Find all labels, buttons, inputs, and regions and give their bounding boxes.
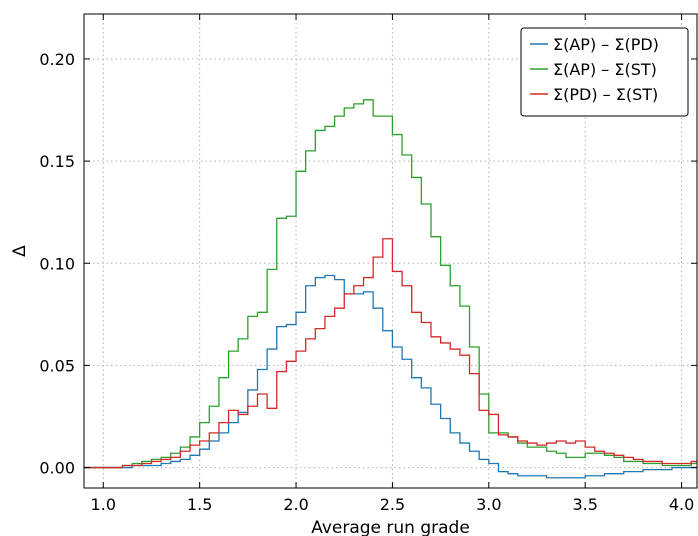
legend-box bbox=[520, 27, 689, 117]
x-axis-label: Average run grade bbox=[311, 518, 470, 536]
grid-lines bbox=[84, 14, 697, 488]
x-tick-label: 1.5 bbox=[187, 495, 212, 514]
x-tick-label: 1.0 bbox=[91, 495, 116, 514]
axis-ticks bbox=[84, 14, 697, 488]
series-line-3 bbox=[84, 238, 697, 469]
y-axis-label: Δ bbox=[10, 245, 30, 257]
x-tick-label: 2.0 bbox=[283, 495, 308, 514]
x-tick-label: 3.0 bbox=[476, 495, 501, 514]
legend-label: Σ(AP) – Σ(ST) bbox=[553, 60, 657, 79]
legend-label: Σ(AP) – Σ(PD) bbox=[553, 35, 659, 54]
legend-label: Σ(PD) – Σ(ST) bbox=[553, 85, 658, 104]
x-tick-label: 2.5 bbox=[380, 495, 405, 514]
series-line-1 bbox=[84, 274, 697, 479]
series-layer bbox=[84, 99, 697, 479]
plot-frame bbox=[83, 13, 698, 489]
legend: Σ(AP) – Σ(PD) Σ(AP) – Σ(ST) Σ(PD) – Σ(ST) bbox=[520, 27, 689, 117]
x-tick-label: 4.0 bbox=[669, 495, 694, 514]
y-tick-label: 0.00 bbox=[39, 459, 75, 478]
y-tick-label: 0.05 bbox=[39, 356, 75, 375]
x-tick-label: 3.5 bbox=[572, 495, 597, 514]
tick-labels: 1.0 1.5 2.0 2.5 3.0 3.5 4.0 0.00 0.05 0.10 0.15 0.2… bbox=[39, 50, 694, 514]
y-tick-label: 0.20 bbox=[39, 50, 75, 69]
y-tick-label: 0.10 bbox=[39, 254, 75, 273]
series-line-2 bbox=[84, 99, 697, 469]
y-tick-label: 0.15 bbox=[39, 152, 75, 171]
